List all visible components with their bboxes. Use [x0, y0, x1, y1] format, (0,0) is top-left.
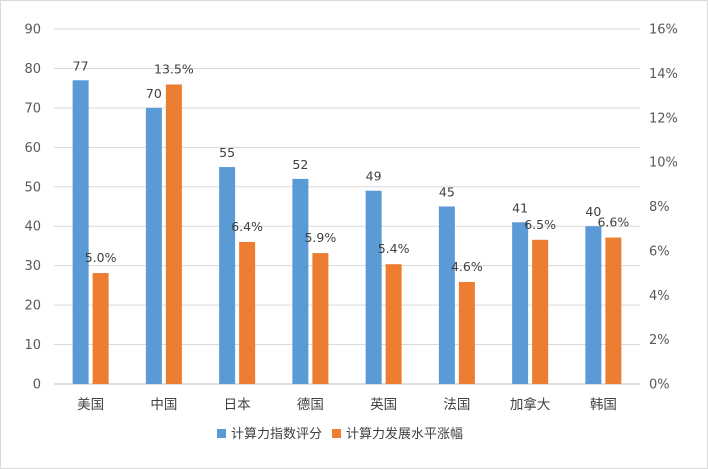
- y-left-tick-label: 70: [24, 101, 41, 116]
- y-right-tick-label: 10%: [649, 156, 678, 171]
- bar-series-2: [385, 264, 402, 384]
- legend-label: 计算力指数评分: [231, 427, 322, 442]
- bar-series-1: [72, 80, 89, 385]
- y-right-tick-label: 6%: [649, 244, 670, 259]
- y-left-tick-label: 20: [24, 299, 41, 314]
- bar-series-2: [165, 84, 182, 384]
- x-axis-categories: 美国 中国 日本 德国 英国 法国 加拿大 韩国: [77, 396, 617, 413]
- data-label-series-1: 45: [439, 185, 455, 200]
- data-label-series-2: 5.9%: [304, 230, 336, 245]
- data-label-series-2: 13.5%: [154, 61, 194, 76]
- y-right-tick-label: 2%: [649, 333, 670, 348]
- bar-series-2: [92, 273, 109, 384]
- legend: 计算力指数评分 计算力发展水平涨幅: [217, 426, 463, 442]
- data-label-series-2: 6.4%: [231, 219, 263, 234]
- category-label: 法国: [443, 397, 470, 413]
- data-label-series-2: 6.5%: [524, 217, 556, 232]
- data-label-series-2: 4.6%: [451, 259, 483, 274]
- y-right-tick-label: 16%: [649, 23, 678, 38]
- bar-series-1: [365, 190, 382, 384]
- data-label-series-2: 5.4%: [378, 241, 410, 256]
- data-labels: 77 5.0% 70 13.5% 55 6.4% 52 5.9% 49 5.4% 45 4.6% 41 6…: [73, 58, 630, 274]
- gridlines: [54, 28, 640, 385]
- y-right-tick-label: 8%: [649, 200, 670, 215]
- data-label-series-2: 5.0%: [85, 250, 117, 265]
- bar-series-2: [458, 281, 475, 384]
- category-label: 中国: [150, 397, 177, 413]
- data-label-series-2: 6.6%: [597, 215, 629, 230]
- y-left-tick-label: 90: [24, 23, 41, 38]
- bar-series-1: [292, 178, 309, 384]
- legend-label: 计算力发展水平涨幅: [346, 426, 463, 442]
- data-label-series-1: 77: [73, 58, 89, 73]
- data-label-series-1: 40: [585, 204, 601, 219]
- y-left-tick-label: 0: [33, 378, 41, 393]
- y-left-tick-label: 80: [24, 62, 41, 77]
- y-left-tick-label: 10: [24, 338, 41, 353]
- category-label: 英国: [370, 396, 397, 413]
- bar-series-2: [312, 253, 329, 384]
- y-left-tick-label: 50: [24, 180, 41, 195]
- bar-series-2: [532, 239, 549, 384]
- bar-series-1: [512, 222, 529, 384]
- data-label-series-1: 70: [146, 86, 162, 101]
- legend-swatch: [332, 429, 341, 438]
- category-label: 日本: [224, 397, 251, 413]
- data-label-series-1: 52: [292, 157, 308, 172]
- y-axis-left: 0 10 20 30 40 50 60 70 80 90: [24, 23, 41, 393]
- bar-series-1: [438, 206, 455, 384]
- bars: [72, 80, 622, 385]
- y-left-tick-label: 30: [24, 259, 41, 274]
- category-label: 美国: [77, 397, 104, 413]
- y-right-tick-label: 4%: [649, 289, 670, 304]
- category-label: 加拿大: [510, 396, 551, 413]
- legend-swatch: [217, 429, 226, 438]
- bar-series-2: [239, 242, 256, 384]
- data-label-series-1: 41: [512, 200, 528, 215]
- y-left-tick-label: 60: [24, 141, 41, 156]
- bar-series-1: [219, 167, 236, 384]
- category-label: 德国: [297, 397, 324, 413]
- data-label-series-1: 49: [366, 169, 382, 184]
- y-right-tick-label: 12%: [649, 111, 678, 126]
- y-left-tick-label: 40: [24, 220, 41, 235]
- y-right-tick-label: 0%: [649, 378, 670, 393]
- bar-series-1: [585, 226, 602, 384]
- data-label-series-1: 55: [219, 145, 235, 160]
- y-axis-right: 0% 2% 4% 6% 8% 10% 12% 14% 16%: [649, 23, 678, 393]
- bar-series-2: [605, 237, 622, 384]
- bar-series-1: [145, 107, 162, 384]
- category-label: 韩国: [590, 397, 617, 413]
- y-right-tick-label: 14%: [649, 67, 678, 82]
